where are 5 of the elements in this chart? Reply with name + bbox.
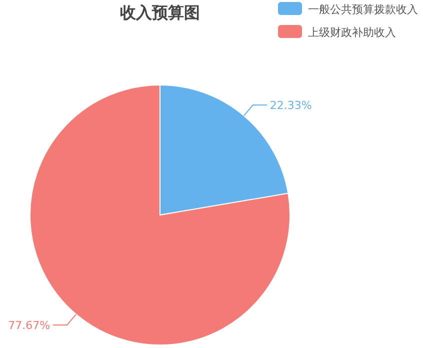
legend-label: 一般公共预算拨款收入 (308, 3, 418, 16)
chart-title: 收入预算图 (120, 3, 200, 22)
data-label: 22.33% (270, 99, 312, 112)
data-label: 77.67% (8, 318, 50, 332)
legend-label: 上级财政补助收入 (308, 26, 396, 39)
